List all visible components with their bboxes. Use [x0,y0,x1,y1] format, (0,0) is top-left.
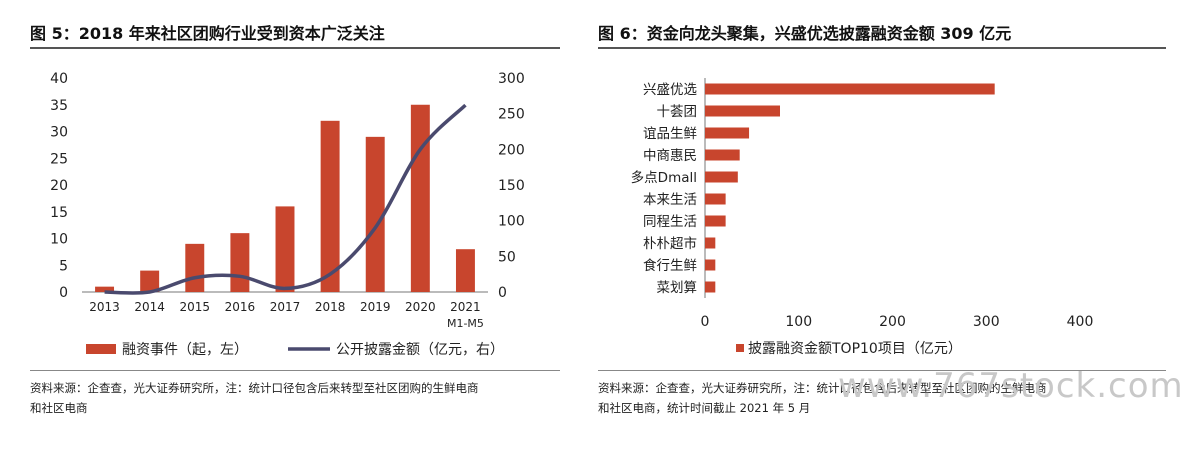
bar-financing-amount [705,171,738,183]
bar-financing-amount [705,215,726,227]
y-right-tick-label: 150 [498,178,525,194]
bar-financing-events [230,233,250,292]
y-right-tick-label: 300 [498,71,525,87]
figure-5-title-rule [30,47,560,49]
bar-financing-amount [705,281,716,293]
x-tick-label: 2017 [270,300,301,314]
y-left-tick-label: 30 [50,125,68,141]
bar-financing-events [365,136,385,292]
x-tick-label: 400 [1067,314,1094,330]
figure-6-source: 资料来源：企查查，光大证券研究所，注：统计口径包含后来转型至社区团购的生鲜电商 … [598,378,1158,418]
y-left-tick-label: 5 [59,258,68,274]
x-tick-label: 2014 [134,300,165,314]
legend-label-line: 公开披露金额（亿元，右） [336,342,504,358]
y-category-label: 谊品生鲜 [643,126,697,142]
bar-financing-events [410,104,430,292]
bar-financing-amount [705,259,716,271]
y-right-tick-label: 100 [498,214,525,230]
x-tick-label: 200 [879,314,906,330]
y-right-tick-label: 200 [498,142,525,158]
figure-5-source-line-1: 资料来源：企查查，光大证券研究所，注：统计口径包含后来转型至社区团购的生鲜电商 [30,381,479,395]
figure-6-source-line-1: 资料来源：企查查，光大证券研究所，注：统计口径包含后来转型至社区团购的生鲜电商 [598,381,1047,395]
y-category-label: 中商惠民 [643,148,697,164]
y-left-tick-label: 0 [59,285,68,301]
y-left-tick-label: 25 [50,151,68,167]
y-category-label: 菜划算 [657,280,698,296]
bar-financing-amount [705,149,740,161]
y-right-tick-label: 250 [498,107,525,123]
bar-financing-amount [705,127,750,139]
y-category-label: 多点Dmall [631,169,697,186]
x-tick-label: 2019 [360,300,391,314]
figure-5-title: 图 5：2018 年来社区团购行业受到资本广泛关注 [30,24,385,43]
y-left-tick-label: 20 [50,178,68,194]
bar-financing-amount [705,237,716,249]
x-tick-label: 2016 [225,300,256,314]
bar-financing-amount [705,83,995,95]
y-category-label: 十荟团 [657,103,698,120]
y-left-tick-label: 15 [50,205,68,221]
figure-5-bottom-rule [30,370,560,371]
bar-financing-events [95,286,115,292]
figure-6-bottom-rule [598,370,1166,371]
figure-6-source-line-2: 和社区电商，统计时间截止 2021 年 5 月 [598,401,811,415]
bar-financing-amount [705,105,780,117]
y-category-label: 兴盛优选 [643,82,697,98]
bar-financing-events [275,206,295,292]
x-tick-sublabel: M1-M5 [447,317,484,330]
bar-financing-events [320,120,340,292]
figure-5-panel: 图 5：2018 年来社区团购行业受到资本广泛关注 0 5 10 15 20 25 30 35… [0,0,570,469]
x-tick-label: 0 [701,314,710,330]
figure-6-title-rule [598,47,1166,49]
y-left-tick-label: 40 [50,71,68,87]
figure-6-panel: 图 6：资金向龙头聚集，兴盛优选披露融资金额 309 亿元 兴盛优选十荟团谊品生… [590,0,1196,469]
bar-financing-events [140,270,160,292]
line-disclosed-amount [104,103,467,295]
x-tick-label: 2021 [450,300,481,314]
legend-swatch [736,344,744,352]
figure-5-source-line-2: 和社区电商 [30,401,88,415]
x-tick-label: 300 [973,314,1000,330]
x-tick-label: 100 [785,314,812,330]
x-tick-label: 2020 [405,300,436,314]
figure-5-chart: 0 5 10 15 20 25 30 35 40 0 50 100 150 200 250 300 2013 20… [50,71,525,358]
figure-6-title: 图 6：资金向龙头聚集，兴盛优选披露融资金额 309 亿元 [598,24,1012,43]
y-right-tick-label: 50 [498,249,516,265]
legend-swatch-bar [86,344,116,354]
x-tick-label: 2015 [180,300,211,314]
figure-5-source: 资料来源：企查查，光大证券研究所，注：统计口径包含后来转型至社区团购的生鲜电商 … [30,378,570,418]
x-tick-label: 2013 [89,300,120,314]
site-watermark: www.767stock.com [838,366,1184,406]
y-left-tick-label: 10 [50,232,68,248]
legend-label: 披露融资金额TOP10项目（亿元） [748,341,962,357]
y-left-tick-label: 35 [50,98,68,114]
y-category-label: 食行生鲜 [643,257,697,274]
y-right-tick-label: 0 [498,285,507,301]
y-category-label: 朴朴超市 [643,235,697,252]
bar-financing-events [455,249,475,292]
bar-financing-amount [705,193,726,205]
legend-label-bar: 融资事件（起，左） [122,342,248,358]
x-tick-label: 2018 [315,300,346,314]
bar-financing-events [185,243,205,292]
y-category-label: 本来生活 [643,192,697,208]
y-category-label: 同程生活 [643,214,697,230]
